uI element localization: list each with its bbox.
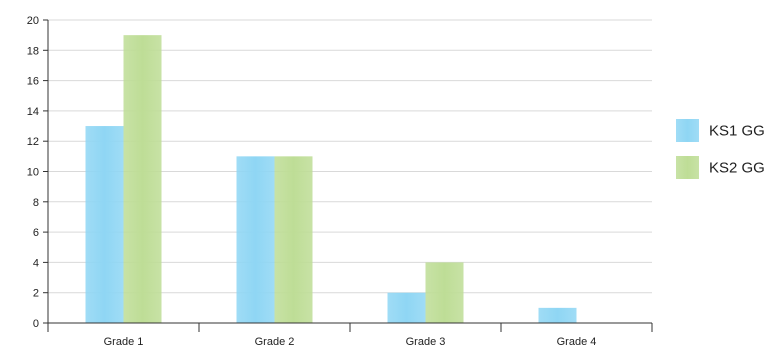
y-tick-label-6: 6: [33, 227, 39, 239]
y-tick-label-8: 8: [33, 197, 39, 209]
legend-item-ks1-gg: KS1 GG: [676, 119, 765, 142]
axes: [43, 19, 653, 332]
legend-item-ks2-gg: KS2 GG: [676, 156, 765, 179]
y-tick-label-20: 20: [27, 15, 39, 27]
x-tick-label-grade-2: Grade 2: [255, 336, 295, 346]
y-tick-labels: 0 2 4 6 8 10 12 14 16 18 20: [27, 15, 39, 330]
bar-ks1-gg-grade-3: [387, 292, 426, 323]
y-tick-label-4: 4: [33, 257, 39, 269]
y-tick-label-10: 10: [27, 167, 39, 179]
legend-label-ks2-gg: KS2 GG: [709, 160, 765, 177]
y-tick-label-12: 12: [27, 136, 39, 148]
bar-ks2-gg-grade-3: [425, 262, 464, 323]
x-tick-label-grade-3: Grade 3: [406, 336, 446, 346]
x-tick-labels: Grade 1 Grade 2 Grade 3 Grade 4: [104, 336, 597, 346]
legend: KS1 GG KS2 GG: [676, 119, 765, 179]
legend-swatch-ks1-gg: [676, 119, 699, 142]
bar-ks1-gg-grade-1: [85, 126, 124, 323]
legend-label-ks1-gg: KS1 GG: [709, 123, 765, 140]
bars: [85, 35, 577, 324]
bar-ks1-gg-grade-4: [538, 307, 577, 323]
x-tick-label-grade-4: Grade 4: [557, 336, 597, 346]
y-tick-label-18: 18: [27, 45, 39, 57]
y-tick-label-2: 2: [33, 288, 39, 300]
bar-ks2-gg-grade-1: [123, 35, 162, 324]
bar-ks1-gg-grade-2: [236, 156, 275, 323]
bar-ks2-gg-grade-2: [274, 156, 313, 323]
y-tick-label-16: 16: [27, 76, 39, 88]
x-tick-label-grade-1: Grade 1: [104, 336, 144, 346]
y-tick-label-14: 14: [27, 106, 39, 118]
legend-swatch-ks2-gg: [676, 156, 699, 179]
y-tick-label-0: 0: [33, 318, 39, 330]
